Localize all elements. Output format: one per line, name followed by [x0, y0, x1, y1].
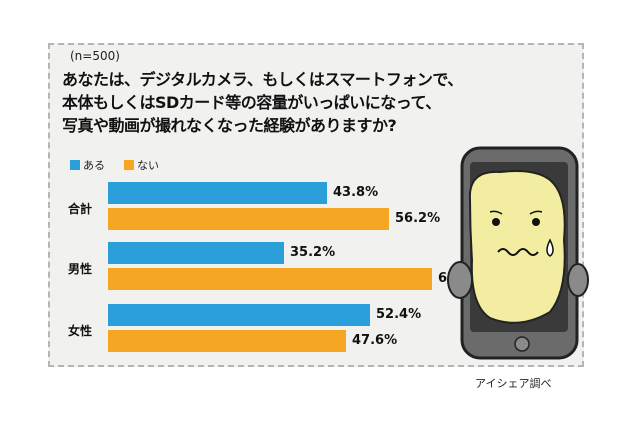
source-note: アイシェア調べ	[475, 377, 552, 390]
legend-label-no: ない	[137, 159, 159, 172]
legend-item-no: ない	[124, 157, 159, 173]
bar-value-label: 47.6%	[352, 333, 398, 348]
bar-yes	[108, 242, 284, 264]
bar-value-label: 35.2%	[290, 245, 336, 260]
sample-size: (n=500)	[70, 49, 120, 63]
bar-yes	[108, 304, 370, 326]
bar-value-label: 43.8%	[333, 185, 379, 200]
bar-no	[108, 208, 389, 230]
bar-yes	[108, 182, 327, 204]
bar-no	[108, 268, 432, 290]
bar-value-label: 52.4%	[376, 307, 422, 322]
question-line-2: 本体もしくはSDカード等の容量がいっぱいになって、	[62, 93, 441, 112]
category-label: 女性	[68, 324, 93, 338]
bar-value-label: 56.2%	[395, 211, 441, 226]
bar-no	[108, 330, 346, 352]
question-line-3: 写真や動画が撮れなくなった経験がありますか?	[62, 116, 397, 135]
category-label: 男性	[68, 262, 93, 276]
legend-label-yes: ある	[83, 159, 105, 172]
legend-item-yes: ある	[70, 157, 105, 173]
legend-swatch-yes	[70, 160, 80, 170]
smartphone-mascot-icon	[447, 146, 589, 360]
question-line-1: あなたは、デジタルカメラ、もしくはスマートフォンで、	[62, 70, 463, 89]
legend-swatch-no	[124, 160, 134, 170]
category-label: 合計	[68, 202, 93, 216]
